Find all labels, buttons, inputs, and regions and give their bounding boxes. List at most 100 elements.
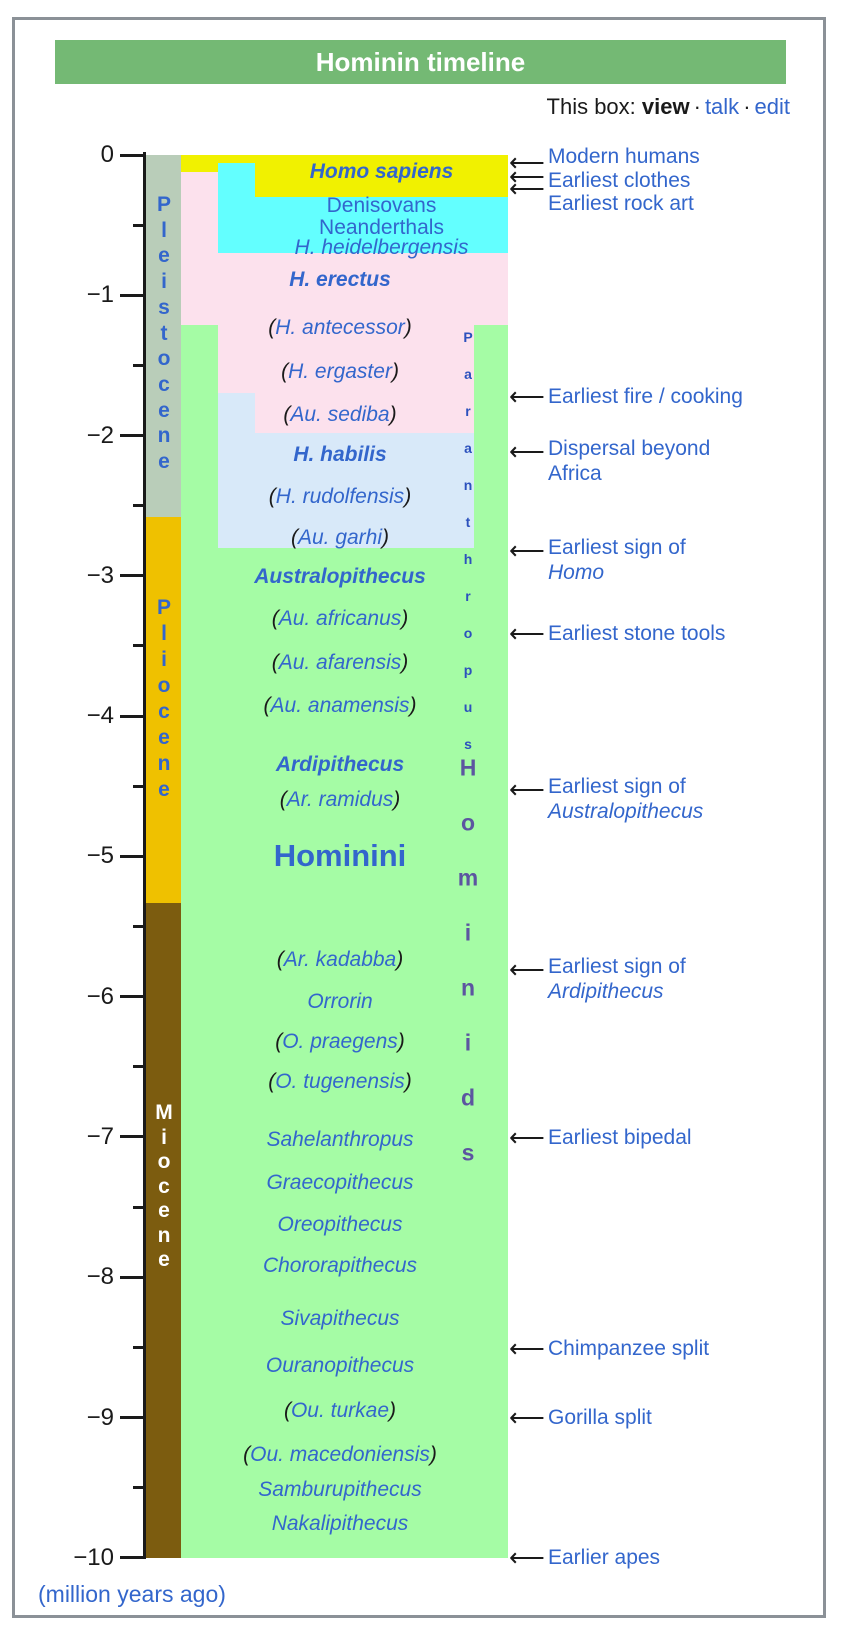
this-box-label: This box: [546,94,636,119]
species-label[interactable]: (Au. sediba) [283,402,397,426]
era-letter: i [161,1125,167,1149]
left-arrow-icon: ⟵ [509,163,545,192]
species-label[interactable]: (Au. afarensis) [271,650,409,674]
species-label[interactable]: Nakalipithecus [271,1512,409,1536]
event-label[interactable]: Earliest bipedal [548,1125,692,1149]
species-label[interactable]: Ouranopithecus [265,1353,415,1377]
axis-tick-label: −10 [73,1543,114,1571]
template-links-bar: This box: view · talk · edit [420,94,790,120]
era-letter: e [158,778,170,801]
era-letter: l [161,622,167,645]
axis-tick [133,504,146,508]
era-letter: n [157,424,171,448]
paranthropus-letter: r [465,588,471,604]
species-label[interactable]: H. erectus [289,267,391,291]
species-label[interactable]: Sahelanthropus [266,1127,414,1151]
species-label[interactable]: (H. ergaster) [281,360,399,384]
era-letter: o [157,1150,171,1173]
era-letter: e [158,398,170,422]
axis-tick [133,1205,146,1209]
species-label[interactable]: Hominini [273,838,407,874]
event-label[interactable]: Earlier apes [548,1545,661,1569]
species-label[interactable]: Homo sapiens [309,159,454,183]
left-arrow-icon: ⟵ [509,1123,545,1152]
left-arrow-icon: ⟵ [509,620,545,649]
timeline-block-sapiens-yellow-main [255,155,508,198]
axis-tick-label: −9 [86,1403,114,1431]
species-label[interactable]: (Ou. turkae) [283,1398,397,1422]
left-arrow-icon: ⟵ [509,148,545,177]
paranthropus-letter: a [464,440,472,456]
paranthropus-letter: u [463,699,473,715]
event-label[interactable]: Earliest sign of Australopithecus [548,775,704,824]
species-label[interactable]: (H. rudolfensis) [268,485,412,509]
left-arrow-icon: ⟵ [509,776,545,805]
event-label[interactable]: Gorilla split [548,1405,652,1429]
event-label[interactable]: Earliest sign of Ardipithecus [548,955,686,1004]
era-letter: l [161,218,167,242]
event-label[interactable]: Earliest clothes [548,169,691,193]
species-label[interactable]: Australopithecus [254,565,426,589]
talk-link[interactable]: talk [704,94,740,119]
event-label[interactable]: Earliest sign of Homo [548,535,686,584]
hominids-letter: o [460,809,476,836]
era-letter: c [158,700,170,723]
species-label[interactable]: Graecopithecus [266,1171,414,1195]
era-letter: e [158,1248,170,1271]
era-letter: P [156,193,171,216]
species-label[interactable]: Ardipithecus [275,753,405,777]
left-arrow-icon: ⟵ [509,382,545,411]
edit-link[interactable]: edit [754,94,790,119]
era-letter: t [160,321,168,345]
species-label[interactable]: (Au. anamensis) [263,694,417,718]
axis-tick [133,223,146,227]
species-label[interactable]: (O. praegens) [275,1029,405,1053]
axis-tick [133,1065,146,1069]
species-label[interactable]: (Au. africanus) [271,607,409,631]
species-label[interactable]: Samburupithecus [258,1478,422,1502]
species-label[interactable]: H. heidelbergensis [294,235,469,259]
species-label[interactable]: (Ar. kadabba) [276,948,404,972]
axis-tick [120,434,146,438]
hominids-letter: H [459,754,477,781]
species-label[interactable]: H. habilis [293,443,387,467]
era-letter: e [158,726,170,749]
left-arrow-icon: ⟵ [509,174,545,203]
event-label[interactable]: Dispersal beyond Africa [548,437,711,486]
species-label[interactable]: (Au. garhi) [290,525,390,549]
event-label[interactable]: Earliest fire / cooking [548,384,743,408]
species-label[interactable]: Neanderthals [319,215,444,239]
event-label[interactable]: Earliest stone tools [548,622,726,646]
era-letter: M [155,1101,173,1124]
hominids-letter: i [464,1029,472,1056]
axis-tick [120,293,146,297]
era-letter: e [158,1199,170,1222]
species-label[interactable]: Orrorin [307,990,373,1014]
species-label[interactable]: (O. tugenensis) [268,1070,412,1094]
axis-tick [120,714,146,718]
species-label[interactable]: (Ou. macedoniensis) [243,1443,437,1467]
species-label[interactable]: (H. antecessor) [268,315,412,339]
species-label[interactable]: Chororapithecus [262,1254,418,1278]
timeline-block-habilis-blue-notch [218,393,255,433]
left-arrow-icon: ⟵ [509,1403,545,1432]
species-label[interactable]: Sivapithecus [280,1307,400,1331]
event-label[interactable]: Chimpanzee split [548,1336,710,1360]
paranthropus-letter: t [465,514,471,530]
paranthropus-letter: o [463,625,473,641]
species-label[interactable]: Oreopithecus [277,1213,403,1237]
species-label[interactable]: (Ar. ramidus) [279,788,401,812]
species-label[interactable]: Denisovans [326,193,437,217]
era-band-pliocene [146,516,182,903]
axis-tick [120,995,146,999]
axis-tick [133,644,146,648]
axis-tick [133,784,146,788]
era-letter: c [158,372,170,396]
axis-tick-label: −5 [86,842,114,870]
event-label[interactable]: Modern humans [548,144,700,168]
event-label[interactable]: Earliest rock art [548,191,694,215]
page-title: Hominin timeline [55,40,786,84]
left-arrow-icon: ⟵ [509,438,545,467]
